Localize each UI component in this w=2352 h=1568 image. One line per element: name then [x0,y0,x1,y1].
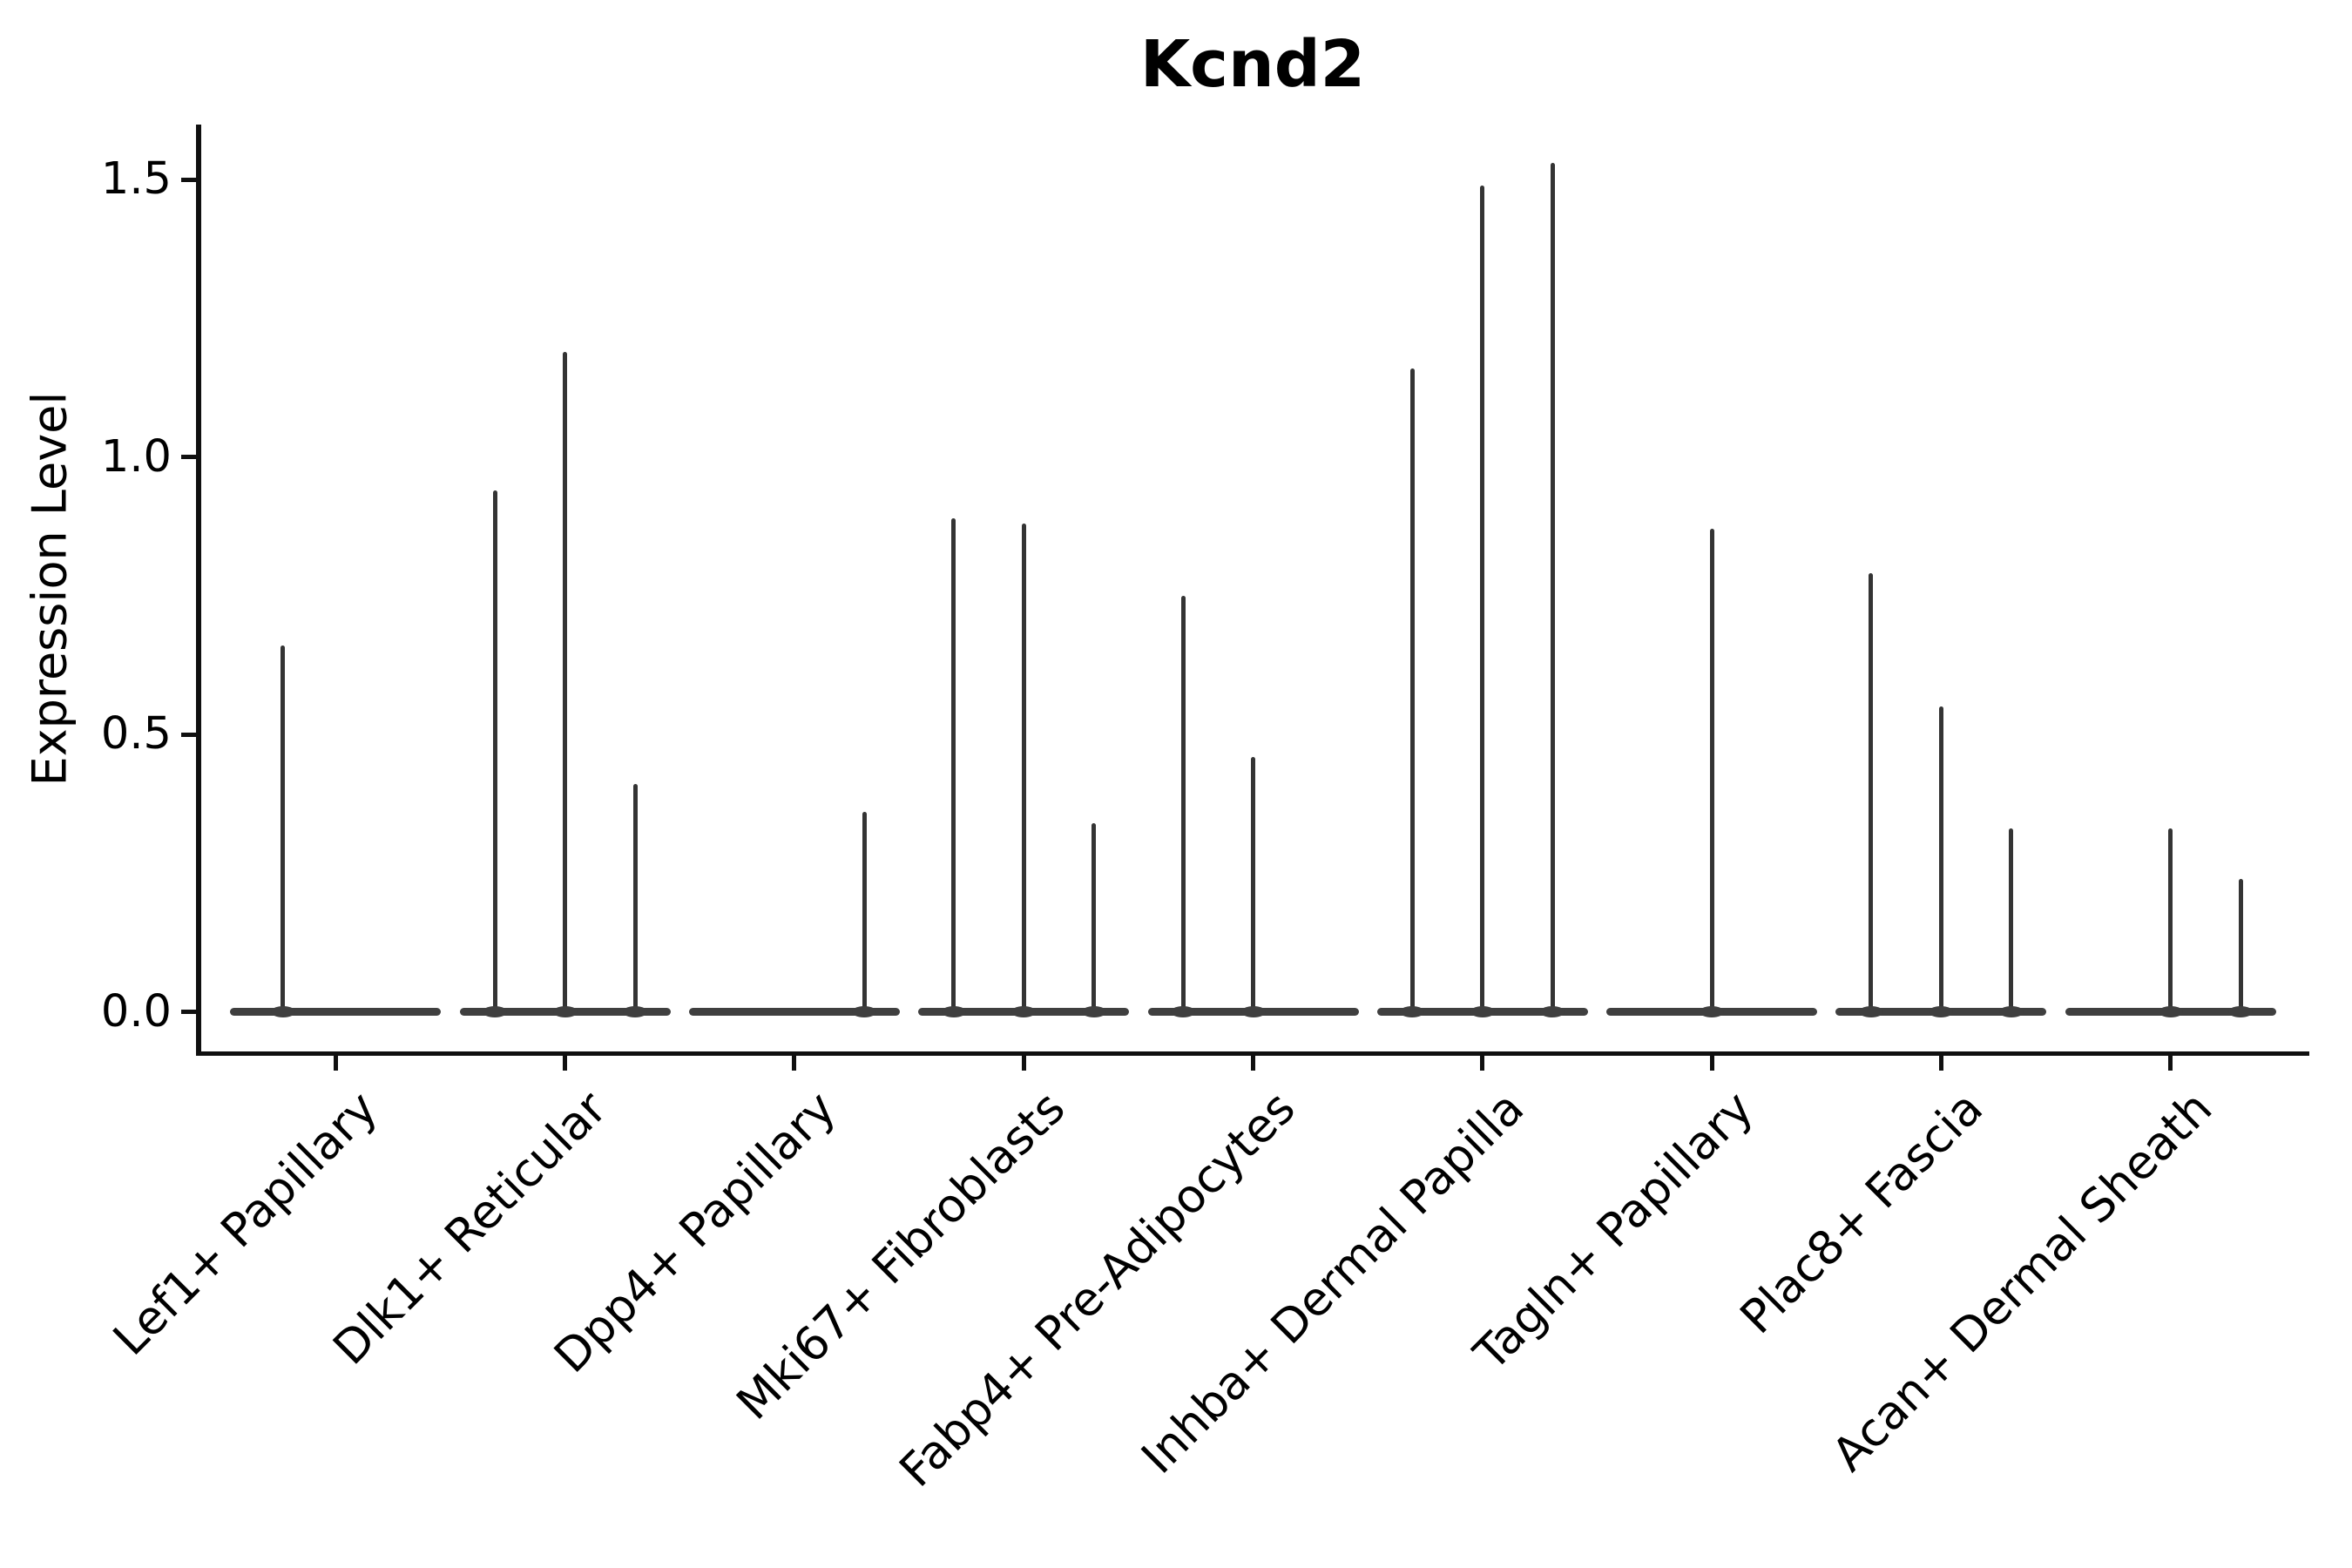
violin-spike [1869,573,1874,1012]
violin-baseline [688,1007,900,1017]
y-tick-label: 0.0 [100,985,172,1037]
violin-spike [632,784,638,1012]
violin-spike [1709,529,1714,1012]
x-tick-mark [1480,1056,1485,1071]
violin-spike [1021,524,1026,1012]
violin-spike [1409,368,1415,1012]
violin-flare [623,1006,648,1017]
violin-spike [2168,828,2173,1012]
violin-spike [862,812,867,1012]
violin-flare [941,1006,966,1017]
y-axis-spine [196,125,201,1057]
violin-spike [2238,878,2243,1012]
violin-spike [280,645,286,1012]
violin-baseline [230,1007,442,1017]
violin-spike [1180,595,1186,1012]
x-tick-label: Fabp4+ Pre-Adipocytes [889,1081,1306,1497]
violin-flare [1540,1006,1565,1017]
x-tick-mark [792,1056,797,1071]
violin-flare [270,1006,295,1017]
violin-flare [1929,1006,1954,1017]
violin-flare [1400,1006,1425,1017]
violin-flare [1171,1006,1195,1017]
violin-spike [951,517,956,1012]
violin-spike [1938,706,1943,1012]
x-tick-mark [563,1056,568,1071]
violin-flare [2228,1006,2254,1017]
violin-spike [1251,756,1255,1012]
violin-flare [1240,1006,1266,1017]
violin-spike [1550,163,1555,1012]
violin-flare [1470,1006,1495,1017]
x-tick-label: Plac8+ Fascia [1730,1081,1994,1345]
x-tick-mark [1938,1056,1943,1071]
violin-spike [563,351,568,1012]
violin-flare [1998,1006,2024,1017]
y-tick-label: 0.5 [100,708,172,760]
y-tick-mark [181,1010,196,1014]
violin-flare [1858,1006,1883,1017]
violin-flare [1081,1006,1106,1017]
x-tick-mark [1021,1056,1026,1071]
y-tick-label: 1.5 [100,153,172,206]
y-tick-label: 1.0 [100,430,172,483]
x-tick-label: Acan+ Dermal Sheath [1822,1081,2223,1482]
y-tick-mark [181,177,196,182]
y-tick-mark [181,455,196,460]
x-tick-mark [333,1056,338,1071]
violin-flare [852,1006,877,1017]
violin-spike [2009,828,2014,1012]
plot-title: Kcnd2 [1139,27,1366,102]
x-tick-mark [2168,1056,2173,1071]
violin-flare [1011,1006,1037,1017]
violin-flare [483,1006,508,1017]
violin-spike [1480,185,1485,1012]
violin-spike [492,490,497,1012]
x-tick-label: Inhba+ Dermal Papilla [1132,1081,1535,1484]
violin-flare [1700,1006,1725,1017]
violin-spike [1092,822,1097,1012]
violin-flare [552,1006,578,1017]
violin-flare [2158,1006,2183,1017]
x-tick-mark [1251,1056,1255,1071]
x-tick-mark [1709,1056,1714,1071]
y-tick-mark [181,732,196,737]
x-axis-spine [196,1051,2309,1057]
